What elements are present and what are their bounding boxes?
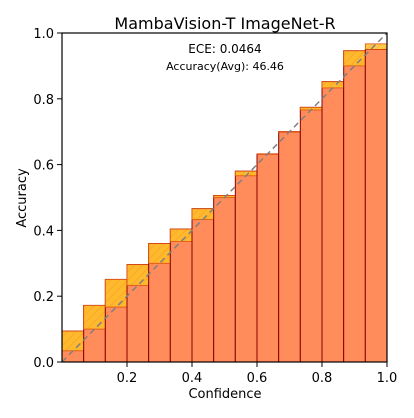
x-tick-label: 0.6 — [247, 371, 268, 386]
y-tick-label: 0.2 — [33, 290, 54, 305]
x-tick-label: 0.2 — [117, 371, 138, 386]
y-tick-label: 0.8 — [33, 93, 54, 108]
gap-bar — [83, 305, 106, 330]
accuracy-bar — [191, 208, 215, 363]
gap-bar — [191, 208, 215, 220]
y-tick-label: 1.0 — [33, 27, 54, 42]
y-axis-label: Accuracy — [15, 168, 30, 228]
accuracy-bar — [256, 153, 280, 363]
gap-bar — [148, 243, 171, 264]
x-tick-label: 0.8 — [312, 371, 333, 386]
accuracy-bar — [278, 131, 301, 363]
gap-bar — [104, 279, 128, 308]
perfect-calibration-line — [61, 32, 388, 363]
ticks-layer: 0.2 0.4 0.6 0.8 1.0 0.0 0.2 0.4 0.6 0.8 1.0 — [33, 27, 397, 386]
accuracy-bar — [364, 48, 388, 363]
chart-title: MambaVision-T ImageNet-R — [114, 14, 335, 33]
y-tick-label: 0.4 — [33, 224, 54, 239]
y-tick-label: 0.0 — [33, 356, 54, 371]
gap-bar — [126, 264, 150, 286]
accuracy-annotation: Accuracy(Avg): 46.46 — [166, 60, 284, 73]
y-tick-label: 0.6 — [33, 159, 54, 174]
accuracy-bar — [343, 50, 366, 363]
gap-bar — [61, 330, 85, 352]
ece-annotation: ECE: 0.0464 — [188, 42, 261, 56]
accuracy-bar — [169, 228, 193, 363]
gap-bar — [364, 43, 388, 50]
accuracy-bar — [213, 195, 236, 363]
x-tick-label: 0.4 — [182, 371, 203, 386]
bars-layer — [61, 43, 388, 363]
x-tick-label: 1.0 — [377, 371, 398, 386]
gap-bar — [169, 228, 193, 242]
gap-bar — [343, 50, 366, 67]
accuracy-bar — [234, 170, 258, 363]
accuracy-bar — [299, 106, 323, 363]
plot-frame — [61, 32, 388, 363]
accuracy-bar — [321, 81, 345, 363]
x-axis-label: Confidence — [188, 387, 261, 402]
